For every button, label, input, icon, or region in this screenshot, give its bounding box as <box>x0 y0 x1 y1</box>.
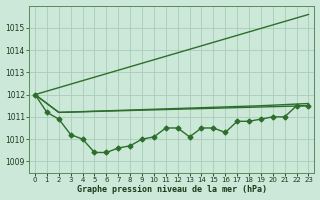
X-axis label: Graphe pression niveau de la mer (hPa): Graphe pression niveau de la mer (hPa) <box>77 185 267 194</box>
